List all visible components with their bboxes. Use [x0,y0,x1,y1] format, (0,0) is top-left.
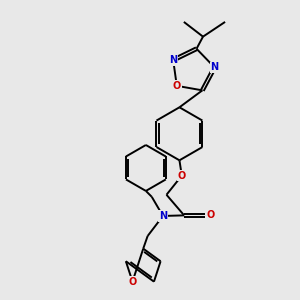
Text: N: N [169,55,177,65]
Text: O: O [178,171,186,181]
Text: O: O [128,277,136,287]
Text: N: N [159,211,167,221]
Text: O: O [206,210,214,220]
Text: N: N [211,62,219,72]
Text: O: O [173,81,181,91]
